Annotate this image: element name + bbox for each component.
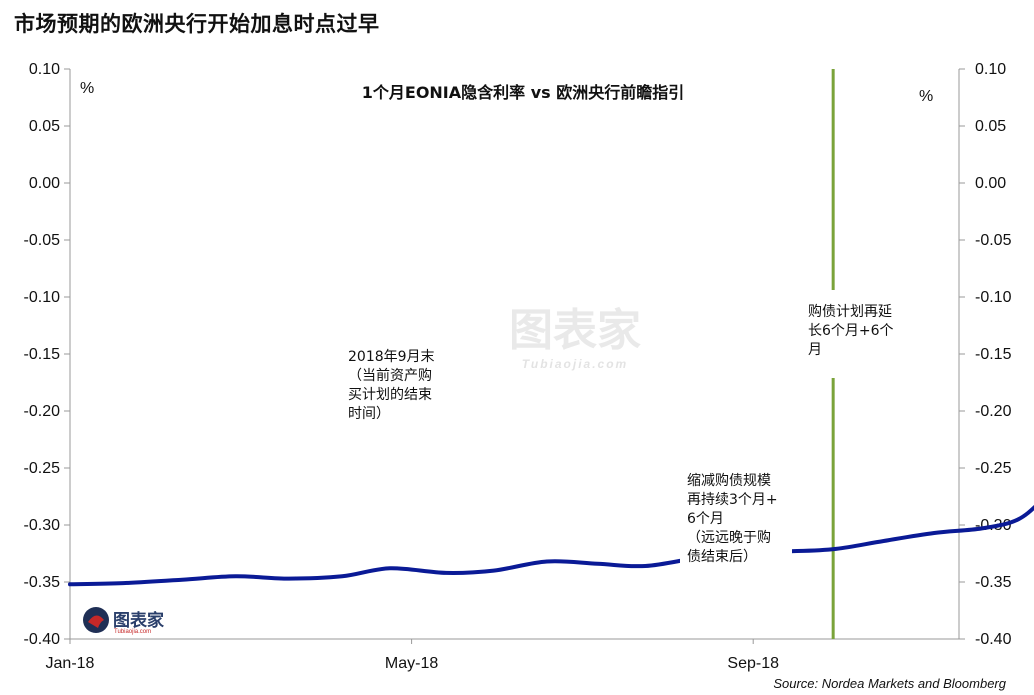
y-tick-label-right: -0.25: [975, 460, 1012, 477]
chart-title-bg: [320, 78, 726, 106]
source-text: Source: Nordea Markets and Bloomberg: [773, 676, 1006, 691]
annotation-1-line-3: 买计划的结束: [348, 387, 432, 403]
annotation-3-line-2: 长6个月+6个: [808, 323, 894, 339]
annotation-1-line-1: 2018年9月末: [348, 349, 435, 365]
chart-title: 1个月EONIA隐含利率 vs 欧洲央行前瞻指引: [362, 83, 685, 102]
y-tick-label-right: -0.35: [975, 574, 1012, 591]
y-tick-label-left: 0.10: [29, 61, 60, 78]
chart-axes: 0.10 0.10 0.05 0.05 0.00 0.00 -0.05 -0.05 -0.10 -…: [24, 61, 1012, 672]
annotation-2-line-2: 再持续3个月+: [687, 491, 778, 508]
y-unit-left: %: [80, 80, 94, 97]
annotation-2-line-5: 债结束后）: [687, 549, 757, 565]
annotation-2-line-1: 缩减购债规模: [687, 473, 771, 489]
y-tick-label-left: -0.35: [24, 574, 61, 591]
y-tick-label-right: -0.10: [975, 289, 1012, 306]
annotation-2-line-4: （远远晚于购: [687, 530, 771, 546]
x-tick-label: Sep-18: [727, 655, 779, 672]
y-tick-label-left: -0.05: [24, 232, 61, 249]
watermark-text: 图表家: [509, 305, 641, 356]
annotation-bg-2: [680, 447, 792, 593]
y-tick-label-left: -0.25: [24, 460, 61, 477]
annotation-1-line-4: 时间）: [348, 406, 390, 422]
y-tick-label-left: -0.10: [24, 289, 61, 306]
logo-icon-accent: [88, 615, 104, 628]
logo-text: 图表家: [113, 610, 164, 631]
y-tick-label-left: -0.40: [24, 631, 61, 648]
page-title: 市场预期的欧洲央行开始加息时点过早: [14, 12, 380, 36]
annotation-3-line-1: 购债计划再延: [808, 304, 892, 320]
annotation-3-line-3: 月: [808, 342, 822, 358]
y-tick-label-right: 0.05: [975, 118, 1006, 135]
annotation-2-line-3: 6个月: [687, 511, 724, 527]
y-unit-right: %: [919, 88, 933, 105]
label-layer: 1个月EONIA隐含利率 vs 欧洲央行前瞻指引 2018年9月末 （当前资产购买计…: [320, 78, 1007, 691]
y-tick-label-right: -0.20: [975, 403, 1012, 420]
y-tick-label-right: 0.10: [975, 61, 1006, 78]
watermark-subtext: Tubiaojia.com: [522, 357, 628, 371]
y-tick-label-left: -0.20: [24, 403, 61, 420]
annotation-bg-3: [797, 290, 907, 378]
y-tick-label-left: -0.15: [24, 346, 61, 363]
series-layer: [68, 504, 1034, 587]
y-tick-label-left: 0.00: [29, 175, 60, 192]
y-tick-label-right: 0.00: [975, 175, 1006, 192]
series-line-1: [68, 504, 1034, 587]
logo-subtext: Tubiaojia.com: [114, 629, 151, 635]
y-tick-label-left: -0.30: [24, 517, 61, 534]
x-tick-label: Jan-18: [46, 655, 95, 672]
annotation-1-line-2: （当前资产购: [348, 367, 432, 384]
y-tick-label-right: -0.05: [975, 232, 1012, 249]
y-tick-label-right: -0.40: [975, 631, 1012, 648]
y-tick-label-right: -0.15: [975, 346, 1012, 363]
annotation-bg-1: [334, 302, 444, 447]
y-tick-label-left: 0.05: [29, 118, 60, 135]
x-tick-label: May-18: [385, 655, 438, 672]
